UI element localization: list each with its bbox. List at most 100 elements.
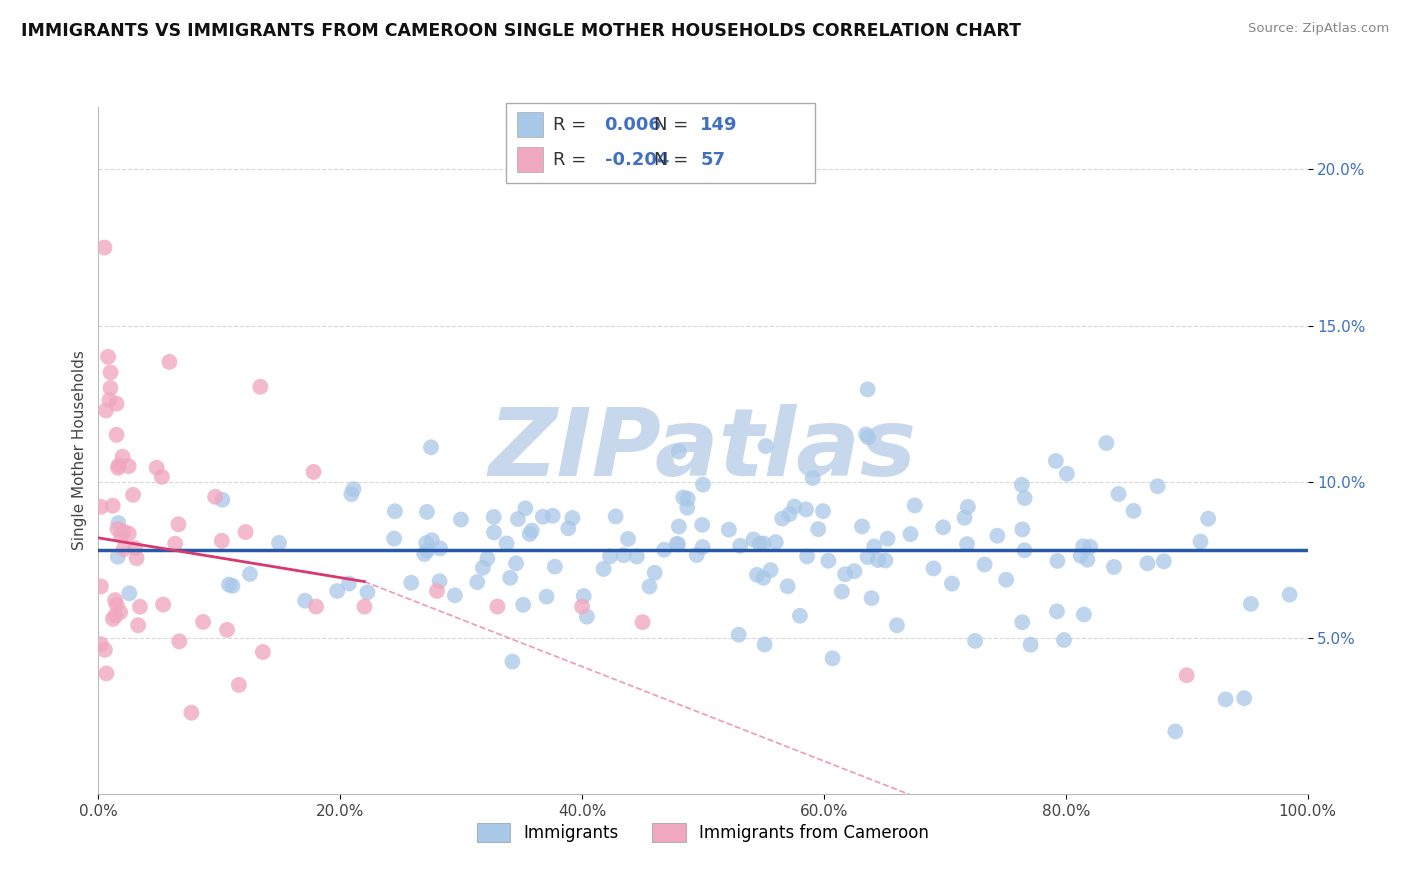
Point xyxy=(765,535,787,549)
Point xyxy=(191,615,214,629)
Point xyxy=(465,575,488,590)
Point xyxy=(922,561,945,575)
Point xyxy=(519,527,541,541)
Point xyxy=(426,583,449,598)
Point xyxy=(904,499,927,513)
Text: IMMIGRANTS VS IMMIGRANTS FROM CAMEROON SINGLE MOTHER HOUSEHOLDS CORRELATION CHAR: IMMIGRANTS VS IMMIGRANTS FROM CAMEROON S… xyxy=(21,22,1021,40)
Point xyxy=(613,548,636,562)
Point xyxy=(122,488,145,502)
Point xyxy=(531,509,554,524)
Point xyxy=(1175,668,1198,682)
Point xyxy=(111,450,134,464)
Point xyxy=(450,512,472,526)
Point xyxy=(599,549,621,564)
Point xyxy=(353,599,375,614)
Point xyxy=(420,440,443,454)
Point xyxy=(544,559,567,574)
Point xyxy=(1045,454,1067,468)
Point xyxy=(326,584,349,599)
Point xyxy=(520,524,543,538)
Point xyxy=(1215,692,1237,706)
Point xyxy=(118,586,141,600)
Point xyxy=(856,383,879,397)
Point xyxy=(886,618,908,632)
Point xyxy=(932,520,955,534)
Point xyxy=(1278,588,1301,602)
Text: Source: ZipAtlas.com: Source: ZipAtlas.com xyxy=(1249,22,1389,36)
Point xyxy=(875,553,897,567)
Point xyxy=(107,549,129,564)
Point xyxy=(204,490,226,504)
Point xyxy=(592,562,614,576)
Point xyxy=(482,510,505,524)
Point xyxy=(796,549,818,564)
Point xyxy=(150,470,173,484)
Point xyxy=(692,540,714,554)
Text: N =: N = xyxy=(654,116,693,134)
Point xyxy=(1189,534,1212,549)
Point xyxy=(860,591,883,606)
Point xyxy=(382,532,405,546)
Point xyxy=(416,543,439,558)
Point xyxy=(218,577,240,591)
Point xyxy=(165,536,187,550)
Point xyxy=(572,589,595,603)
Point xyxy=(1046,554,1069,568)
Point xyxy=(252,645,274,659)
Point xyxy=(118,526,141,541)
Point xyxy=(249,380,271,394)
Point xyxy=(1070,549,1092,563)
Point xyxy=(831,584,853,599)
Point xyxy=(100,366,122,380)
Point xyxy=(1046,604,1069,618)
Point xyxy=(536,590,558,604)
Point xyxy=(1108,487,1130,501)
Point xyxy=(90,637,112,651)
Point xyxy=(866,553,889,567)
Point xyxy=(690,517,713,532)
Point xyxy=(541,508,564,523)
Point xyxy=(112,524,135,539)
Point xyxy=(672,491,695,505)
Point xyxy=(1233,691,1256,706)
Point xyxy=(668,519,690,533)
Point xyxy=(752,571,775,585)
Text: -0.204: -0.204 xyxy=(605,151,669,169)
Point xyxy=(125,551,148,566)
Point xyxy=(855,427,877,442)
Point xyxy=(811,504,834,518)
Point xyxy=(617,532,640,546)
Point xyxy=(638,580,661,594)
Point xyxy=(100,381,122,395)
Point xyxy=(429,574,451,589)
Point xyxy=(486,599,509,614)
Point xyxy=(94,643,117,657)
Point xyxy=(471,560,494,574)
Point xyxy=(789,608,811,623)
Point xyxy=(1011,615,1033,630)
Point xyxy=(844,564,866,578)
Point xyxy=(856,549,879,564)
Point xyxy=(783,500,806,514)
Point xyxy=(557,521,579,535)
Point xyxy=(420,533,443,548)
Point xyxy=(506,512,529,526)
Point xyxy=(728,539,751,553)
Point xyxy=(305,599,328,614)
Point xyxy=(211,492,233,507)
Point xyxy=(384,504,406,518)
Point xyxy=(342,482,364,496)
Point xyxy=(676,491,699,506)
Point xyxy=(1014,491,1036,505)
Point xyxy=(152,598,174,612)
Point xyxy=(107,458,129,473)
Point xyxy=(965,633,987,648)
Point xyxy=(953,510,976,524)
Legend: Immigrants, Immigrants from Cameroon: Immigrants, Immigrants from Cameroon xyxy=(468,815,938,851)
Point xyxy=(127,618,149,632)
Point xyxy=(863,540,886,554)
Point xyxy=(742,533,765,547)
Point xyxy=(108,605,131,619)
Point xyxy=(515,501,537,516)
Point xyxy=(807,522,830,536)
